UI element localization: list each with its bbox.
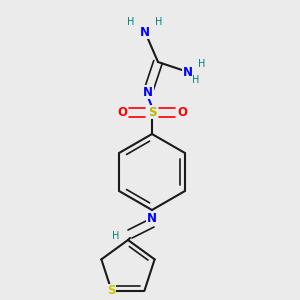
Text: H: H (127, 17, 135, 27)
Text: H: H (112, 231, 120, 241)
Text: O: O (177, 106, 187, 118)
Text: S: S (148, 106, 156, 118)
Text: H: H (192, 75, 200, 85)
Text: N: N (183, 65, 193, 79)
Text: N: N (140, 26, 150, 38)
Text: H: H (198, 59, 206, 69)
Text: O: O (117, 106, 127, 118)
Text: H: H (155, 17, 163, 27)
Text: N: N (143, 85, 153, 98)
Text: S: S (107, 284, 116, 297)
Text: N: N (147, 212, 157, 224)
